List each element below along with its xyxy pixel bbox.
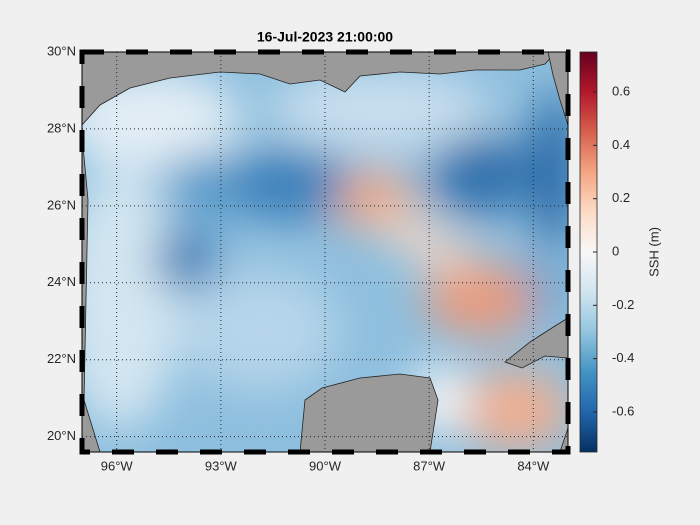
map-border xyxy=(81,51,569,453)
colorbar-tick-label: -0.4 xyxy=(612,350,634,365)
colorbar-tick-label: 0.6 xyxy=(612,83,630,98)
colorbar-tick-label: 0.2 xyxy=(612,190,630,205)
colorbar-tick-label: -0.2 xyxy=(612,297,634,312)
x-tick-label: 93°W xyxy=(205,458,238,473)
x-tick-label: 90°W xyxy=(309,458,342,473)
colorbar-tick-label: 0 xyxy=(612,243,619,258)
y-tick-label: 28°N xyxy=(47,120,76,135)
chart-title: 16-Jul-2023 21:00:00 xyxy=(257,29,393,45)
x-tick-label: 87°W xyxy=(413,458,446,473)
y-tick-label: 20°N xyxy=(47,428,76,443)
y-tick-label: 30°N xyxy=(47,43,76,58)
y-tick-label: 24°N xyxy=(47,274,76,289)
colorbar-tick-label: 0.4 xyxy=(612,137,630,152)
x-tick-label: 96°W xyxy=(101,458,134,473)
ssh-field xyxy=(82,52,568,452)
colorbar-label: SSH (m) xyxy=(646,227,661,277)
y-tick-label: 22°N xyxy=(47,351,76,366)
colorbar-tick-label: -0.6 xyxy=(612,403,634,418)
x-tick-label: 84°W xyxy=(517,458,550,473)
y-tick-label: 26°N xyxy=(47,197,76,212)
